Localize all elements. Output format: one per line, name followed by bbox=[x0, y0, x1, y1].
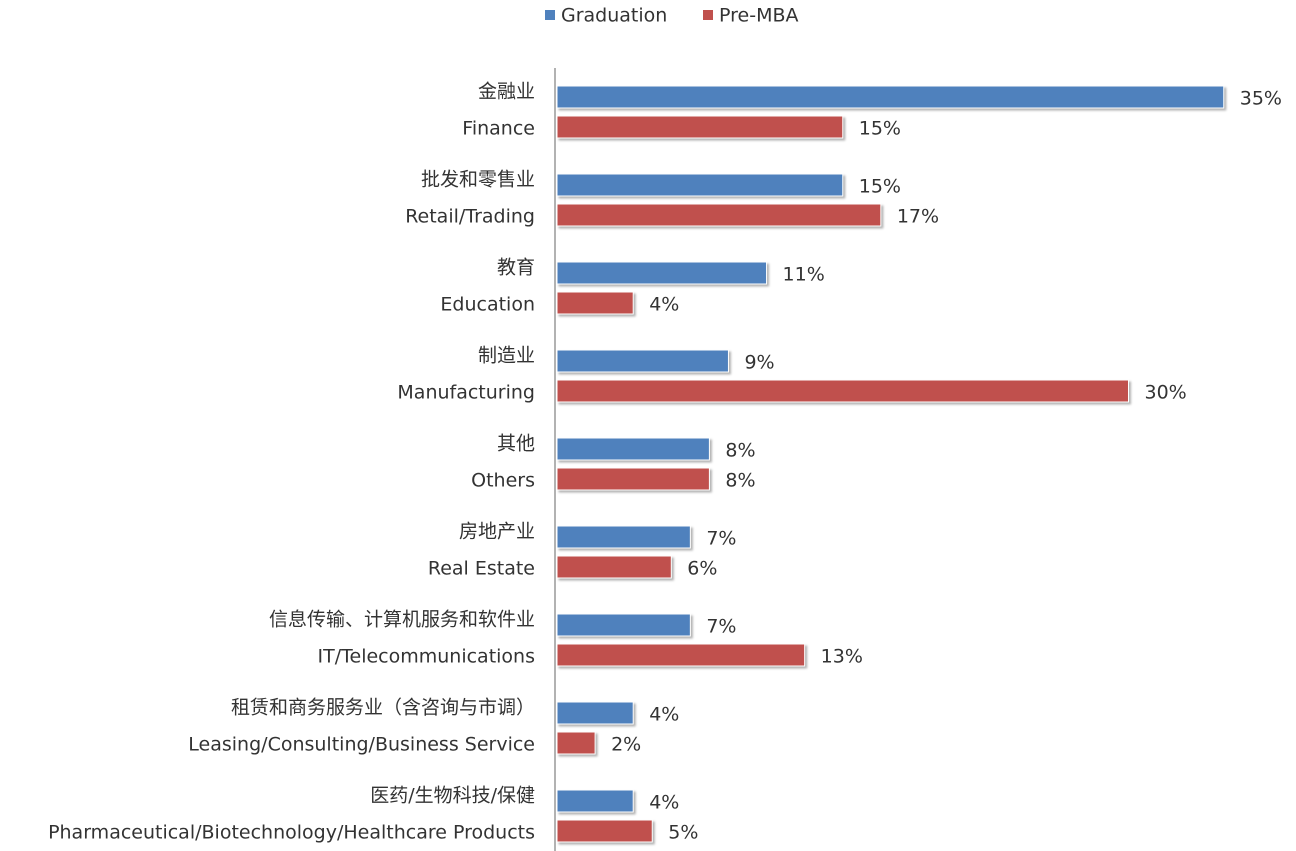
category-label: 教育 bbox=[497, 257, 535, 279]
category-label: 信息传输、计算机服务和软件业 bbox=[269, 609, 535, 631]
category-label: 制造业 bbox=[478, 345, 535, 367]
category-label: Retail/Trading bbox=[405, 206, 535, 228]
value-label: 15% bbox=[859, 176, 901, 198]
bar bbox=[556, 467, 710, 491]
value-label: 35% bbox=[1240, 88, 1282, 110]
value-label: 2% bbox=[611, 734, 641, 756]
category-label: 金融业 bbox=[478, 81, 535, 103]
value-label: 13% bbox=[821, 646, 863, 668]
bar bbox=[556, 261, 768, 285]
legend-swatch bbox=[545, 10, 555, 20]
category-label: Finance bbox=[462, 118, 535, 140]
value-label: 6% bbox=[687, 558, 717, 580]
value-label: 8% bbox=[725, 470, 755, 492]
bar bbox=[556, 349, 729, 373]
bar bbox=[556, 85, 1225, 109]
bar bbox=[556, 173, 844, 197]
bar bbox=[556, 525, 691, 549]
value-label: 11% bbox=[783, 264, 825, 286]
legend-swatch bbox=[703, 10, 713, 20]
bar bbox=[556, 613, 691, 637]
bar bbox=[556, 291, 634, 315]
bar bbox=[556, 555, 672, 579]
bar bbox=[556, 643, 806, 667]
value-label: 5% bbox=[668, 822, 698, 844]
value-label: 9% bbox=[744, 352, 774, 374]
value-label: 4% bbox=[649, 294, 679, 316]
value-label: 7% bbox=[706, 528, 736, 550]
category-label: Real Estate bbox=[428, 558, 535, 580]
category-label: Pharmaceutical/Biotechnology/Healthcare … bbox=[48, 822, 535, 844]
category-label: 医药/生物科技/保健 bbox=[370, 785, 535, 807]
bar bbox=[556, 731, 596, 755]
bar bbox=[556, 701, 634, 725]
category-label: Leasing/Consulting/Business Service bbox=[188, 734, 535, 756]
value-label: 17% bbox=[897, 206, 939, 228]
value-label: 8% bbox=[725, 440, 755, 462]
bar bbox=[556, 115, 844, 139]
category-label: IT/Telecommunications bbox=[318, 646, 535, 668]
bar bbox=[556, 437, 710, 461]
category-label: 租赁和商务服务业（含咨询与市调） bbox=[231, 697, 535, 719]
category-label: 其他 bbox=[497, 433, 535, 455]
category-label: Others bbox=[471, 470, 535, 492]
category-label: 批发和零售业 bbox=[421, 169, 535, 191]
legend-label: Graduation bbox=[561, 5, 667, 27]
category-label: 房地产业 bbox=[459, 521, 535, 543]
value-label: 30% bbox=[1145, 382, 1187, 404]
bar bbox=[556, 379, 1129, 403]
value-label: 4% bbox=[649, 792, 679, 814]
value-label: 4% bbox=[649, 704, 679, 726]
category-label: Education bbox=[440, 294, 535, 316]
legend-label: Pre-MBA bbox=[719, 5, 799, 27]
value-label: 7% bbox=[706, 616, 736, 638]
category-label: Manufacturing bbox=[397, 382, 535, 404]
bar bbox=[556, 789, 634, 813]
bar bbox=[556, 203, 882, 227]
bar bbox=[556, 819, 653, 843]
value-label: 15% bbox=[859, 118, 901, 140]
